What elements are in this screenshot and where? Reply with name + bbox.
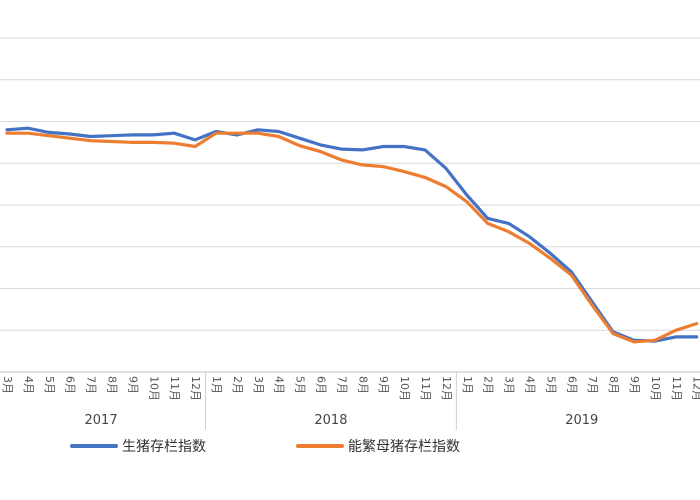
- x-tick-label: 7月: [586, 376, 599, 394]
- x-tick-label: 9月: [628, 376, 641, 394]
- x-tick-label: 11月: [670, 376, 683, 401]
- x-tick-label: 5月: [544, 376, 557, 394]
- x-tick-label: 2月: [231, 376, 244, 394]
- x-tick-label: 3月: [1, 376, 14, 394]
- x-tick-label: 4月: [524, 376, 537, 394]
- x-tick-label: 10月: [398, 376, 411, 401]
- x-tick-label: 7月: [335, 376, 348, 394]
- x-tick-label: 8月: [356, 376, 369, 394]
- year-label: 2019: [565, 413, 598, 428]
- year-label: 2018: [314, 413, 347, 428]
- x-tick-label: 1月: [210, 376, 223, 394]
- x-tick-label: 7月: [85, 376, 98, 394]
- legend-label: 能繁母猪存栏指数: [348, 439, 460, 455]
- x-tick-label: 2月: [482, 376, 495, 394]
- legend: 生猪存栏指数 能繁母猪存栏指数: [70, 439, 460, 455]
- x-tick-label: 8月: [607, 376, 620, 394]
- x-tick-label: 6月: [565, 376, 578, 394]
- x-tick-label: 3月: [252, 376, 265, 394]
- x-tick-label: 9月: [377, 376, 390, 394]
- x-tick-label: 9月: [126, 376, 139, 394]
- x-tick-label: 12月: [440, 376, 453, 401]
- gridlines: [0, 37, 700, 373]
- x-tick-label: 3月: [503, 376, 516, 394]
- x-tick-label: 11月: [168, 376, 181, 401]
- x-axis: [0, 371, 700, 430]
- x-tick-label: 6月: [315, 376, 328, 394]
- series-line-1: [5, 131, 699, 344]
- x-tick-label: 10月: [649, 376, 662, 401]
- x-tick-label: 12月: [189, 376, 202, 401]
- x-tick-labels: 3月 4月 5月 6月 7月 8月 9月 10月 11月 12月 1月 2月 3月 4月 5月 6月 7月 8月 9…: [1, 376, 700, 428]
- x-tick-label: 12月: [691, 376, 700, 401]
- x-tick-label: 4月: [22, 376, 35, 394]
- x-tick-label: 11月: [419, 376, 432, 401]
- series-line-0: [5, 126, 699, 343]
- legend-label: 生猪存栏指数: [122, 439, 206, 455]
- x-tick-label: 6月: [64, 376, 77, 394]
- x-tick-label: 4月: [273, 376, 286, 394]
- year-label: 2017: [85, 413, 118, 428]
- x-tick-label: 10月: [147, 376, 160, 401]
- x-tick-label: 5月: [43, 376, 56, 394]
- x-tick-label: 8月: [106, 376, 119, 394]
- x-tick-label: 5月: [294, 376, 307, 394]
- x-tick-label: 1月: [461, 376, 474, 394]
- series-lines: [5, 126, 699, 344]
